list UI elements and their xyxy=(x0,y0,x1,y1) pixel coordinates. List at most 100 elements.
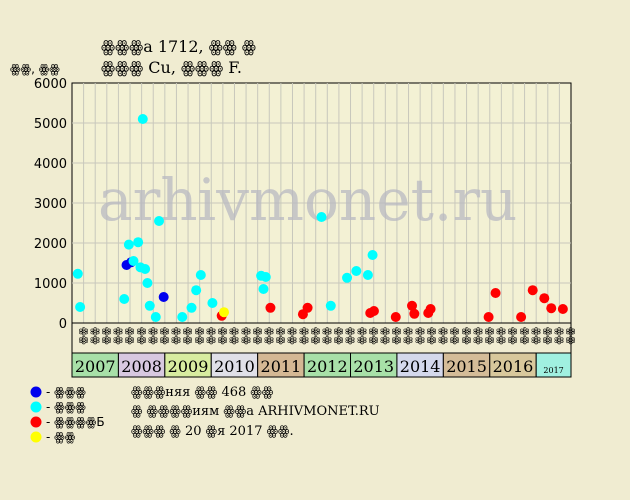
quarter-label: ꙮꙮ xyxy=(147,327,158,345)
quarter-label: ꙮꙮ xyxy=(391,327,402,345)
data-point xyxy=(351,266,362,276)
data-point xyxy=(409,308,420,319)
quarter-label: ꙮꙮ xyxy=(310,327,321,345)
legend-marker xyxy=(30,416,42,428)
quarter-label: ꙮꙮ xyxy=(240,327,251,345)
quarter-label: ꙮꙮ xyxy=(263,327,274,345)
quarter-label: ꙮꙮ xyxy=(449,327,460,345)
quarter-label: ꙮꙮ xyxy=(229,327,240,345)
legend-label: - ꙮꙮ xyxy=(46,430,76,444)
data-point xyxy=(191,285,202,296)
data-point xyxy=(133,237,144,248)
data-point xyxy=(368,306,379,316)
year-label: 2008 xyxy=(121,357,162,376)
data-point xyxy=(342,272,353,283)
chart-title-line1: ꙮꙮꙮа 1712, ꙮꙮ ꙮ xyxy=(101,37,256,56)
legend-marker xyxy=(30,431,42,443)
data-point xyxy=(75,302,86,312)
data-point xyxy=(516,312,527,322)
data-point xyxy=(325,300,336,311)
data-points xyxy=(72,114,568,322)
y-tick-labels: 0 1000 2000 3000 4000 5000 6000 xyxy=(34,77,67,332)
quarter-label: ꙮꙮ xyxy=(322,327,333,345)
data-point xyxy=(367,250,378,260)
data-point xyxy=(119,294,130,304)
y-tick-label: 2000 xyxy=(34,237,67,252)
year-cell xyxy=(442,352,491,378)
legend-marker xyxy=(30,386,42,398)
data-point xyxy=(316,212,327,222)
year-cell xyxy=(117,352,166,378)
data-point xyxy=(390,312,401,322)
quarter-label: ꙮꙮ xyxy=(101,327,112,345)
y-tick-label: 3000 xyxy=(34,197,67,212)
quarter-label: ꙮꙮ xyxy=(345,327,356,345)
data-point xyxy=(425,304,436,314)
quarter-label: ꙮꙮ xyxy=(414,327,425,345)
legend: - ꙮꙮꙮ- ꙮꙮꙮ- ꙮꙮꙮꙮБ- ꙮꙮ xyxy=(30,385,105,444)
year-label: 2009 xyxy=(168,357,209,376)
data-point xyxy=(144,300,155,311)
quarter-label: ꙮꙮ xyxy=(461,327,472,345)
year-label: 2012 xyxy=(307,357,348,376)
quarter-label: ꙮꙮ xyxy=(426,327,437,345)
data-point xyxy=(527,285,538,296)
data-point xyxy=(158,292,169,302)
quarter-label: ꙮꙮ xyxy=(472,327,483,345)
quarter-label: ꙮꙮ xyxy=(205,327,216,345)
quarter-label: ꙮꙮ xyxy=(356,327,367,345)
quarter-label: ꙮꙮ xyxy=(554,327,565,345)
year-cell xyxy=(164,352,212,378)
year-cell xyxy=(257,352,305,378)
quarter-label: ꙮꙮ xyxy=(368,327,379,345)
quarter-label: ꙮꙮ xyxy=(333,327,344,345)
quarter-label: ꙮꙮ xyxy=(159,327,170,345)
data-point xyxy=(177,312,188,322)
note-line3: ꙮꙮꙮ ꙮ 20 ꙮя 2017 ꙮꙮ. xyxy=(131,424,294,439)
quarter-label: ꙮꙮ xyxy=(565,327,576,345)
year-labels: 2007 2008 2009 2010 2011 2012 2013 2014 2015 2016… xyxy=(71,352,572,378)
data-point xyxy=(140,264,151,274)
y-tick-label: 5000 xyxy=(34,117,67,132)
data-point xyxy=(207,298,218,308)
year-label: 2015 xyxy=(446,357,487,376)
year-cell xyxy=(489,352,537,378)
year-cell xyxy=(303,352,352,378)
data-point xyxy=(219,307,230,318)
data-point xyxy=(362,270,373,280)
quarter-label: ꙮꙮ xyxy=(275,327,286,345)
year-cell xyxy=(210,352,259,378)
note-line2: ꙮ ꙮꙮꙮꙮиям ꙮꙮа ARHIVMONET.RU xyxy=(131,404,380,419)
data-point xyxy=(407,300,418,311)
year-label: 2014 xyxy=(400,357,441,376)
data-point xyxy=(483,312,494,322)
data-point xyxy=(557,304,568,314)
y-tick-label: 6000 xyxy=(34,77,67,92)
quarter-label: ꙮꙮ xyxy=(403,327,414,345)
quarter-label: ꙮꙮ xyxy=(194,327,205,345)
data-point xyxy=(72,268,83,279)
quarter-label: ꙮꙮ xyxy=(519,327,530,345)
grid-lines xyxy=(72,83,571,323)
data-point xyxy=(195,270,206,280)
quarter-label: ꙮꙮ xyxy=(530,327,541,345)
year-label: 2017 xyxy=(543,366,563,375)
quarter-label: ꙮꙮ xyxy=(496,327,507,345)
quarter-label: ꙮꙮ xyxy=(484,327,495,345)
quarter-label: ꙮꙮ xyxy=(89,327,100,345)
data-point xyxy=(490,288,501,298)
data-point xyxy=(546,303,557,314)
data-point xyxy=(128,256,139,266)
data-point xyxy=(154,216,165,226)
data-point xyxy=(265,302,276,313)
quarter-label: ꙮꙮ xyxy=(542,327,553,345)
year-cell xyxy=(535,352,572,378)
data-point xyxy=(186,302,197,313)
y-tick-label: 0 xyxy=(59,317,67,332)
data-point xyxy=(150,312,161,322)
year-label: 2007 xyxy=(75,357,116,376)
quarter-row xyxy=(71,322,572,354)
quarter-label: ꙮꙮ xyxy=(380,327,391,345)
y-axis-label: ꙮꙮ, ꙮꙮ xyxy=(10,62,60,76)
